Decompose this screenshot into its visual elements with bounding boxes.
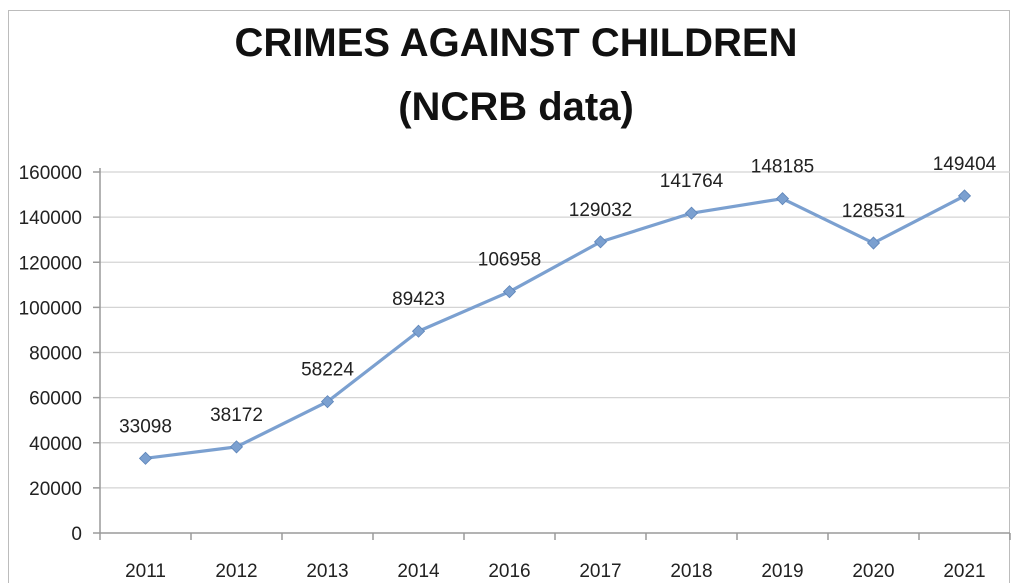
y-tick-label: 140000 [19,208,82,229]
y-tick-label: 40000 [29,434,82,455]
data-point [502,285,517,299]
data-point [320,395,335,409]
x-tick-label: 2021 [943,561,985,582]
data-label: 128531 [842,201,905,222]
data-label: 129032 [569,200,632,221]
data-label: 33098 [119,416,172,437]
data-labels: 33098 38172 58224 89423 106958 129032 141764 14… [119,154,997,437]
y-tick-label: 120000 [19,253,82,274]
data-label: 149404 [933,154,997,175]
y-tick-label: 0 [71,524,82,545]
data-label: 58224 [301,360,354,381]
x-tick-label: 2017 [579,561,621,582]
x-tick-label: 2014 [397,561,440,582]
data-point [411,324,426,338]
chart-title: CRIMES AGAINST CHILDREN [235,21,798,65]
data-label: 106958 [478,250,541,271]
gridlines [100,171,1010,489]
data-label: 38172 [210,405,263,426]
series-group [138,189,972,465]
data-point [229,440,244,454]
data-point [138,451,153,465]
x-tick-label: 2013 [306,561,348,582]
data-point [957,189,972,203]
x-tick-label: 2012 [215,561,257,582]
axes [93,168,1011,540]
data-point [593,235,608,249]
data-label: 141764 [660,171,724,192]
data-point [684,206,699,220]
y-tick-label: 20000 [29,479,82,500]
series-line [145,194,966,460]
data-point [866,236,881,250]
y-tick-label: 100000 [19,298,82,319]
y-axis-ticks: 0 20000 40000 60000 80000 100000 120000 140000 1… [19,163,82,545]
data-label: 148185 [751,157,814,178]
chart-subtitle: (NCRB data) [398,85,634,129]
x-axis-ticks: 2011 2012 2013 2014 2016 2017 2018 2019 2020 2021 [125,561,986,582]
y-tick-label: 160000 [19,163,82,184]
y-tick-label: 60000 [29,389,82,410]
x-tick-label: 2020 [852,561,894,582]
data-label: 89423 [392,289,445,310]
data-point [775,192,790,206]
y-tick-label: 80000 [29,344,82,365]
x-tick-label: 2011 [125,561,166,582]
x-tick-label: 2019 [761,561,803,582]
x-tick-label: 2016 [488,561,530,582]
x-tick-label: 2018 [670,561,712,582]
